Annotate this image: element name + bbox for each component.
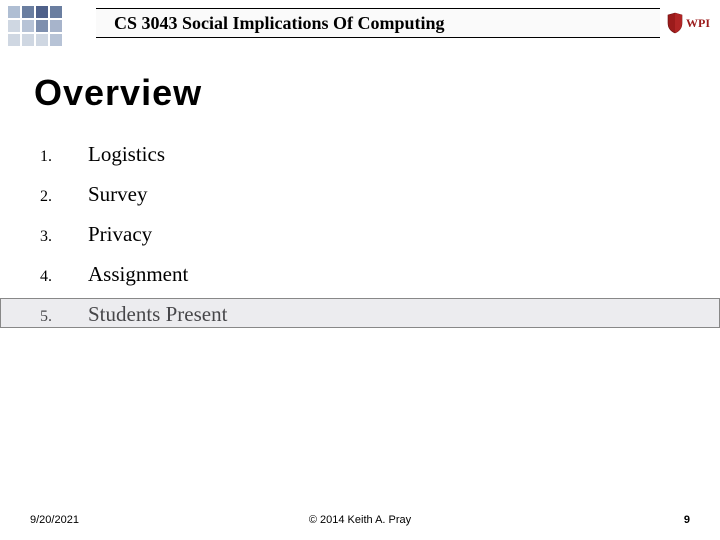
deco-square — [22, 6, 34, 18]
slide-content: Overview 1. Logistics 2. Survey 3. Priva… — [0, 48, 720, 332]
list-item: 4. Assignment — [40, 262, 686, 292]
deco-square — [22, 34, 34, 46]
list-number: 1. — [40, 148, 88, 166]
slide-header: CS 3043 Social Implications Of Computing… — [0, 0, 720, 48]
list-text: Students Present — [88, 302, 227, 327]
header-decoration — [8, 6, 88, 38]
footer-copyright: © 2014 Keith A. Pray — [309, 514, 411, 526]
deco-square — [8, 34, 20, 46]
list-text: Logistics — [88, 142, 165, 167]
deco-square — [8, 20, 20, 32]
list-text: Privacy — [88, 222, 152, 247]
list-item: 3. Privacy — [40, 222, 686, 252]
logo-text: WPI — [686, 16, 710, 31]
deco-square — [50, 34, 62, 46]
course-title: CS 3043 Social Implications Of Computing — [114, 13, 445, 34]
deco-square — [36, 20, 48, 32]
list-item: 2. Survey — [40, 182, 686, 212]
deco-square — [22, 20, 34, 32]
wpi-logo: WPI — [666, 10, 710, 36]
list-item: 1. Logistics — [40, 142, 686, 172]
list-text: Assignment — [88, 262, 188, 287]
deco-square — [36, 6, 48, 18]
slide-title: Overview — [34, 72, 686, 114]
overview-list: 1. Logistics 2. Survey 3. Privacy 4. Ass… — [34, 142, 686, 332]
deco-square — [8, 6, 20, 18]
footer-date: 9/20/2021 — [30, 514, 79, 526]
list-number: 3. — [40, 228, 88, 246]
list-number: 2. — [40, 188, 88, 206]
list-number: 4. — [40, 268, 88, 286]
deco-square — [36, 34, 48, 46]
title-bar: CS 3043 Social Implications Of Computing — [96, 8, 660, 38]
deco-square — [50, 20, 62, 32]
deco-square — [50, 6, 62, 18]
list-item: 5. Students Present — [40, 302, 686, 332]
footer-page-number: 9 — [684, 514, 690, 526]
list-text: Survey — [88, 182, 148, 207]
slide-footer: 9/20/2021 © 2014 Keith A. Pray 9 — [0, 514, 720, 526]
list-number: 5. — [40, 308, 88, 326]
shield-icon — [666, 12, 684, 34]
